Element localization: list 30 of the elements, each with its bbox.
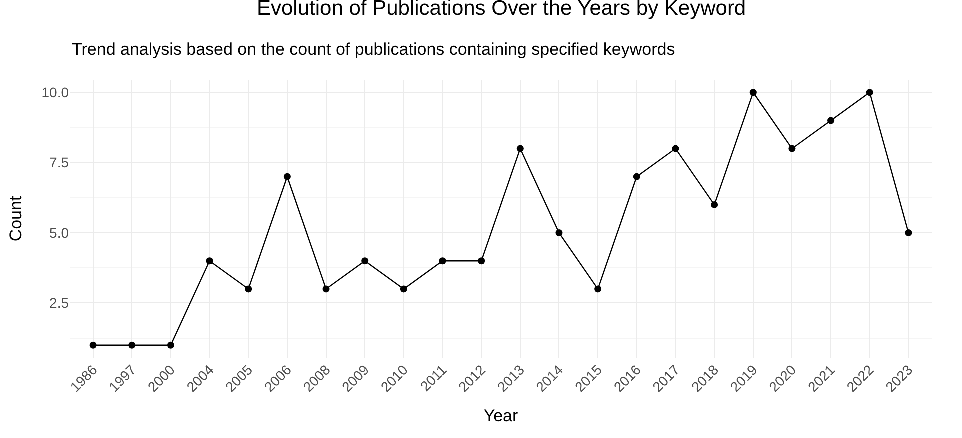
point [284, 173, 291, 180]
point [400, 286, 408, 293]
y-tick-label: 2.5 [50, 295, 70, 312]
point [167, 342, 174, 349]
point [439, 258, 446, 265]
chart-title: Evolution of Publications Over the Years by Keyword [257, 0, 746, 20]
point [245, 286, 252, 293]
point [516, 145, 524, 152]
point [594, 286, 602, 293]
point [905, 230, 912, 237]
point [362, 258, 369, 265]
point [322, 286, 330, 293]
chart-subtitle: Trend analysis based on the count of publications containing specified keywords [72, 40, 676, 59]
point [478, 258, 486, 265]
point [128, 342, 136, 349]
point [866, 89, 874, 96]
point [206, 258, 214, 265]
point [672, 145, 680, 152]
point [556, 230, 563, 237]
point [788, 145, 796, 152]
y-axis-title: Count [6, 196, 26, 242]
point [828, 117, 835, 124]
y-tick-label: 10.0 [42, 84, 70, 101]
y-tick-label: 7.5 [50, 154, 70, 171]
point [750, 89, 757, 96]
point [633, 173, 640, 180]
y-tick-label: 5.0 [50, 224, 70, 241]
point [90, 342, 97, 349]
x-axis-title: Year [484, 406, 519, 426]
point [711, 201, 718, 208]
